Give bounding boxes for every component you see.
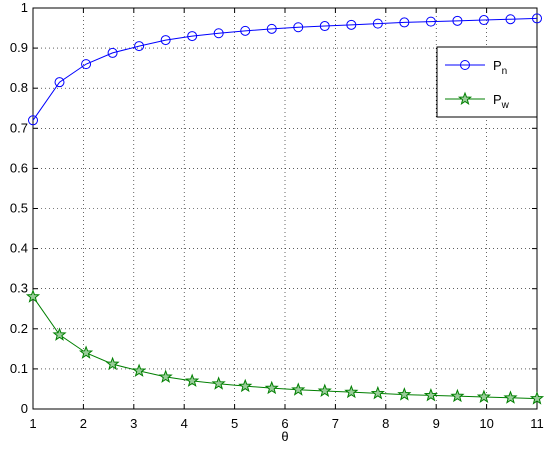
marker — [423, 387, 438, 402]
marker — [79, 345, 94, 359]
x-tick-label: 11 — [530, 416, 544, 431]
marker — [213, 28, 224, 39]
marker — [240, 25, 251, 36]
marker — [211, 376, 226, 390]
y-tick-label: 0 — [21, 401, 28, 416]
y-tick-label: 0.6 — [10, 160, 28, 175]
y-tick-label: 0.9 — [10, 40, 28, 55]
y-tick-label: 0.3 — [10, 281, 28, 296]
marker — [238, 378, 253, 393]
y-tick-label: 0.1 — [10, 361, 28, 376]
marker — [134, 41, 145, 52]
legend-label: Pn — [493, 58, 507, 77]
marker — [450, 388, 465, 403]
marker — [505, 14, 516, 25]
y-tick-label: 0.2 — [10, 321, 28, 336]
marker — [264, 380, 279, 395]
marker — [425, 16, 436, 27]
marker — [293, 22, 304, 33]
marker — [160, 35, 171, 46]
marker — [81, 59, 92, 70]
marker — [476, 389, 491, 403]
marker — [372, 18, 383, 29]
marker — [319, 21, 330, 32]
marker — [452, 15, 463, 26]
marker — [370, 385, 385, 400]
legend-label-sub: n — [502, 66, 508, 77]
marker — [132, 363, 147, 377]
x-tick-label: 2 — [80, 416, 87, 431]
marker — [344, 384, 359, 399]
legend-label: Pw — [493, 92, 510, 111]
x-tick-label: 1 — [29, 416, 36, 431]
marker — [105, 356, 120, 371]
marker — [346, 19, 357, 30]
marker — [317, 383, 332, 397]
marker — [503, 390, 518, 404]
y-tick-label: 0.5 — [10, 201, 28, 216]
x-tick-label: 5 — [231, 416, 238, 431]
legend-label-sub: w — [501, 100, 510, 111]
marker — [25, 289, 41, 303]
y-tick-label: 0.8 — [10, 80, 28, 95]
x-tick-label: 4 — [181, 416, 188, 431]
legend-label-main: P — [493, 58, 502, 73]
x-tick-label: 6 — [281, 416, 288, 431]
marker — [107, 47, 118, 58]
marker — [399, 17, 410, 28]
x-tick-label: 3 — [130, 416, 137, 431]
marker — [397, 387, 412, 401]
marker — [185, 373, 200, 387]
marker — [52, 327, 67, 341]
plot-frame — [32, 7, 538, 410]
y-tick-label: 0.4 — [10, 241, 28, 256]
legend-box — [436, 46, 538, 118]
x-tick-label: 8 — [382, 416, 389, 431]
marker — [158, 369, 173, 383]
x-tick-label: 10 — [479, 416, 493, 431]
legend-label-main: P — [493, 92, 502, 107]
marker — [266, 23, 277, 34]
x-tick-label: 7 — [332, 416, 339, 431]
legend-marker — [457, 91, 473, 106]
y-tick-label: 0.7 — [10, 120, 28, 135]
marker — [532, 13, 542, 24]
series-line — [32, 296, 538, 400]
marker — [529, 391, 545, 405]
x-axis-label: θ — [281, 429, 288, 444]
x-tick-label: 9 — [433, 416, 440, 431]
marker — [54, 77, 65, 88]
y-tick-label: 1 — [21, 0, 28, 15]
marker — [187, 31, 198, 42]
legend-marker — [460, 60, 470, 70]
marker — [478, 15, 489, 26]
marker — [291, 382, 306, 396]
marker — [28, 115, 38, 126]
